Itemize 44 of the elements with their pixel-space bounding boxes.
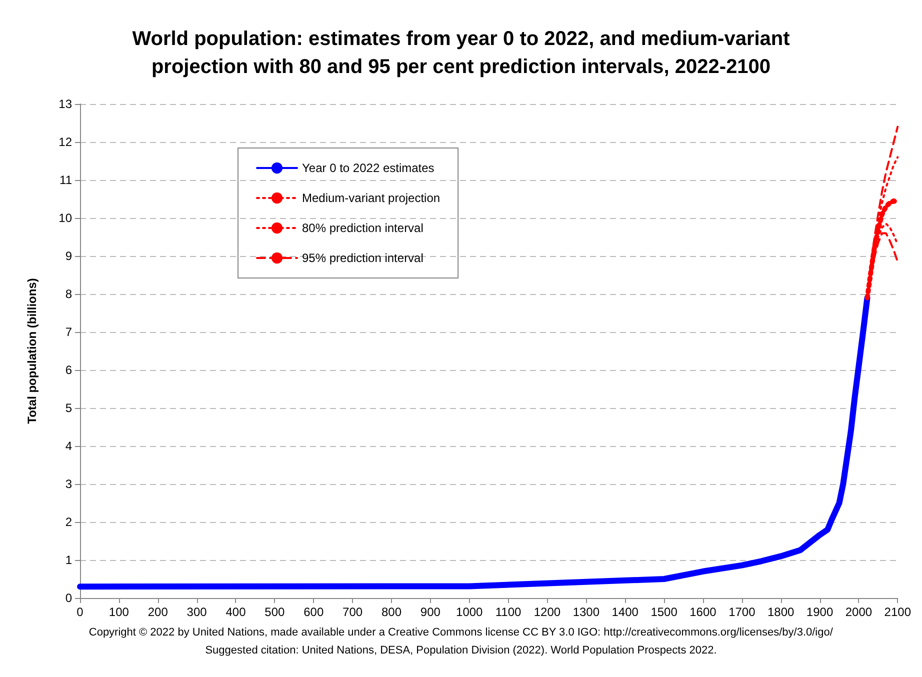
y-tick-label: 0 — [65, 591, 72, 605]
x-tick-label: 900 — [420, 605, 441, 619]
y-tick-label: 3 — [65, 477, 72, 491]
x-tick-label: 1300 — [572, 605, 600, 619]
y-tick-label: 8 — [65, 287, 72, 301]
y-tick-label: 12 — [58, 135, 72, 149]
chart-title: World population: estimates from year 0 to 2022, and medium-variant projection with 80 and 95 per cent prediction intervals, 2022-2100 — [132, 28, 790, 78]
x-tick-label: 0 — [76, 605, 84, 619]
text: Copyright © 2022 by United Nations, made available under a Creative Commons license CC BY 3.0 IGO: http://creativecommons.org/licenses/by/3.0/igo/ — [88, 626, 834, 638]
x-tick-label: 1800 — [767, 605, 795, 619]
y-tick-label: 11 — [60, 173, 72, 187]
y-tick-label: 1 — [65, 553, 72, 567]
y-tick-label: 6 — [65, 363, 72, 377]
y-tick-label: 13 — [58, 97, 72, 111]
x-tick-label: 600 — [304, 605, 324, 619]
x-tick-label: 500 — [264, 605, 286, 619]
legend-label: 95% prediction interval — [302, 251, 424, 265]
x-tick-label: 1600 — [690, 605, 717, 619]
y-axis-title: Total population (billions) — [25, 278, 39, 424]
x-tick-label: 1900 — [806, 605, 834, 619]
y-tick-label: 10 — [58, 211, 72, 225]
y-tick-label: 5 — [65, 401, 72, 415]
x-tick-label: 1200 — [534, 605, 561, 619]
x-tick-label: 800 — [381, 605, 402, 619]
x-tick-label: 400 — [226, 605, 246, 619]
x-tick-label: 2100 — [884, 605, 912, 619]
x-tick-label: 700 — [342, 605, 363, 619]
x-tick-label: 1400 — [612, 605, 639, 619]
y-tick-label: 9 — [65, 249, 72, 263]
x-tick-label: 1500 — [650, 605, 678, 619]
x-tick-label: 2000 — [845, 605, 872, 619]
x-tick-label: 1100 — [495, 605, 522, 619]
y-tick-label: 7 — [65, 325, 72, 339]
x-tick-label: 200 — [148, 605, 168, 619]
legend-label: Year 0 to 2022 estimates — [302, 161, 434, 175]
legend-label: 80% prediction interval — [302, 221, 424, 235]
x-tick-label: 1000 — [456, 605, 484, 619]
text: Suggested citation: United Nations, DESA, Population Division (2022). World Population Prospects 2022. — [205, 644, 717, 656]
legend-label: Medium-variant projection — [302, 191, 440, 205]
y-tick-label: 2 — [65, 515, 72, 529]
y-tick-label: 4 — [65, 439, 72, 453]
x-tick-label: 1700 — [728, 605, 756, 619]
x-tick-label: 300 — [186, 605, 208, 619]
x-tick-label: 100 — [108, 605, 130, 619]
